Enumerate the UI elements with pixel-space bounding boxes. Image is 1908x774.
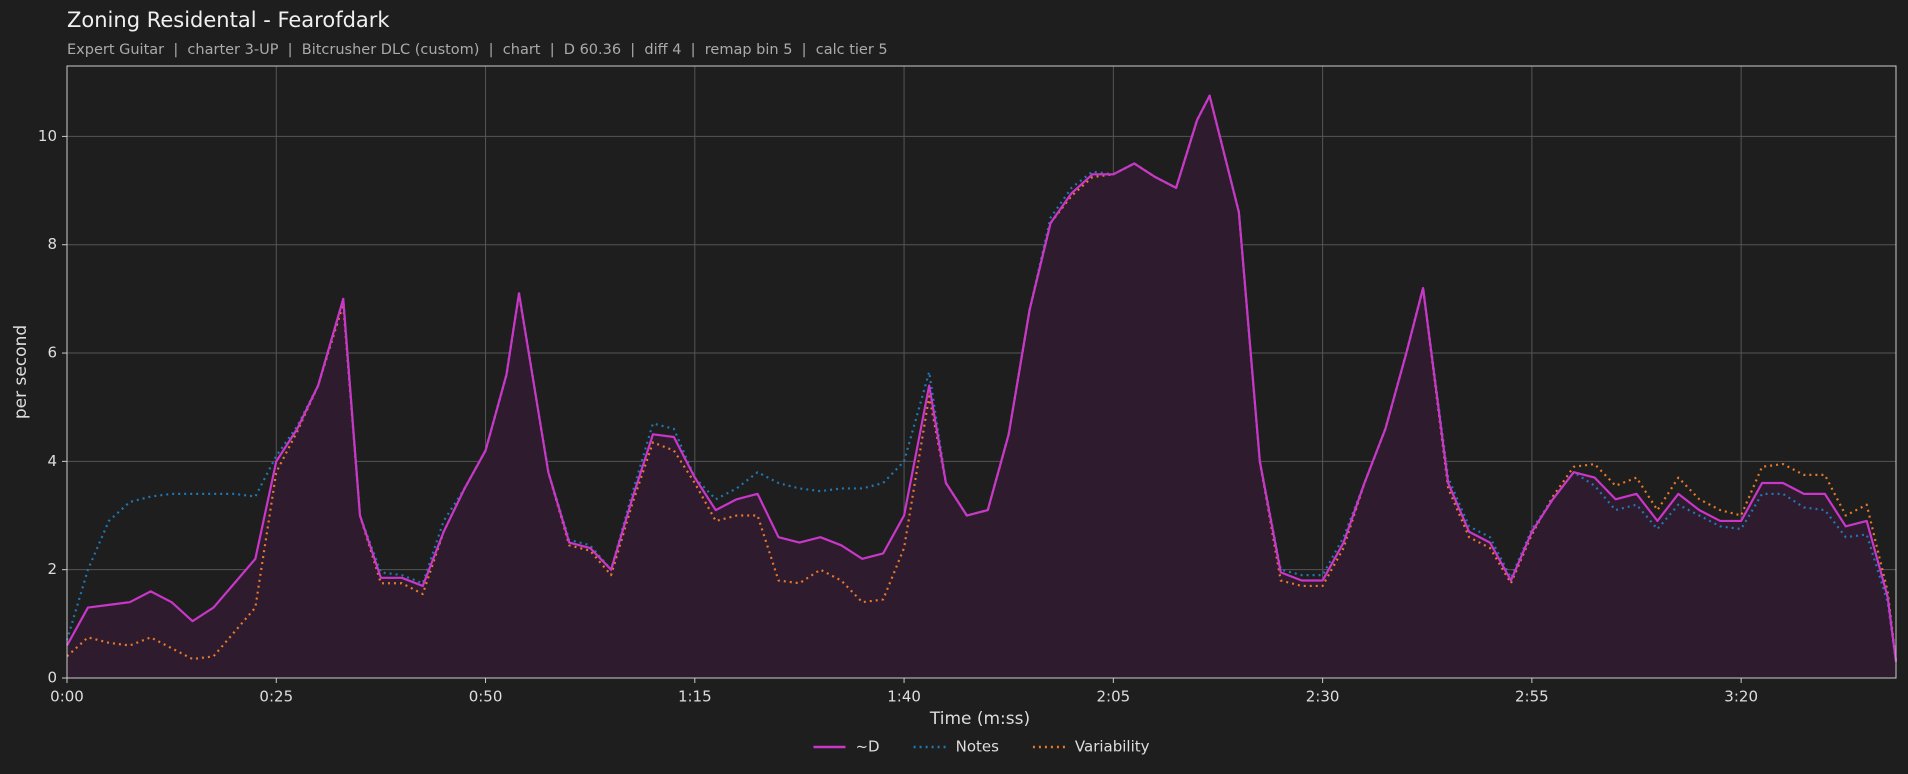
x-tick-label: 2:55 xyxy=(1515,688,1549,706)
legend-label: Variability xyxy=(1075,738,1150,756)
x-axis-label: Time (m:ss) xyxy=(929,709,1030,729)
x-tick-label: 2:30 xyxy=(1306,688,1340,706)
legend: ~D Notes Variability xyxy=(813,738,1150,756)
x-tick-label: 0:00 xyxy=(50,688,84,706)
series-area xyxy=(67,95,1896,679)
x-tick-label: 0:50 xyxy=(469,688,503,706)
legend-label: ~D xyxy=(855,738,879,756)
x-tick-label: 3:20 xyxy=(1724,688,1758,706)
series-line xyxy=(66,94,1898,662)
x-tick-label: 0:25 xyxy=(259,688,293,706)
y-tick-label: 4 xyxy=(47,452,57,470)
y-tick-label: 6 xyxy=(47,344,57,362)
y-axis-label: per second xyxy=(11,325,31,419)
legend-label: Notes xyxy=(956,738,1000,756)
series-line xyxy=(66,94,1898,662)
chart-subtitle: Expert Guitar | charter 3-UP | Bitcrushe… xyxy=(67,42,888,58)
y-tick-label: 0 xyxy=(47,669,57,687)
x-tick-label: 2:05 xyxy=(1096,688,1130,706)
y-tick-label: 10 xyxy=(38,127,57,145)
chart-title: Zoning Residental - Fearofdark xyxy=(67,8,390,32)
y-tick-label: 8 xyxy=(47,235,57,253)
x-tick-label: 1:40 xyxy=(887,688,921,706)
x-tick-label: 1:15 xyxy=(678,688,712,706)
y-tick-label: 2 xyxy=(47,560,57,578)
plot-frame xyxy=(66,65,1897,679)
